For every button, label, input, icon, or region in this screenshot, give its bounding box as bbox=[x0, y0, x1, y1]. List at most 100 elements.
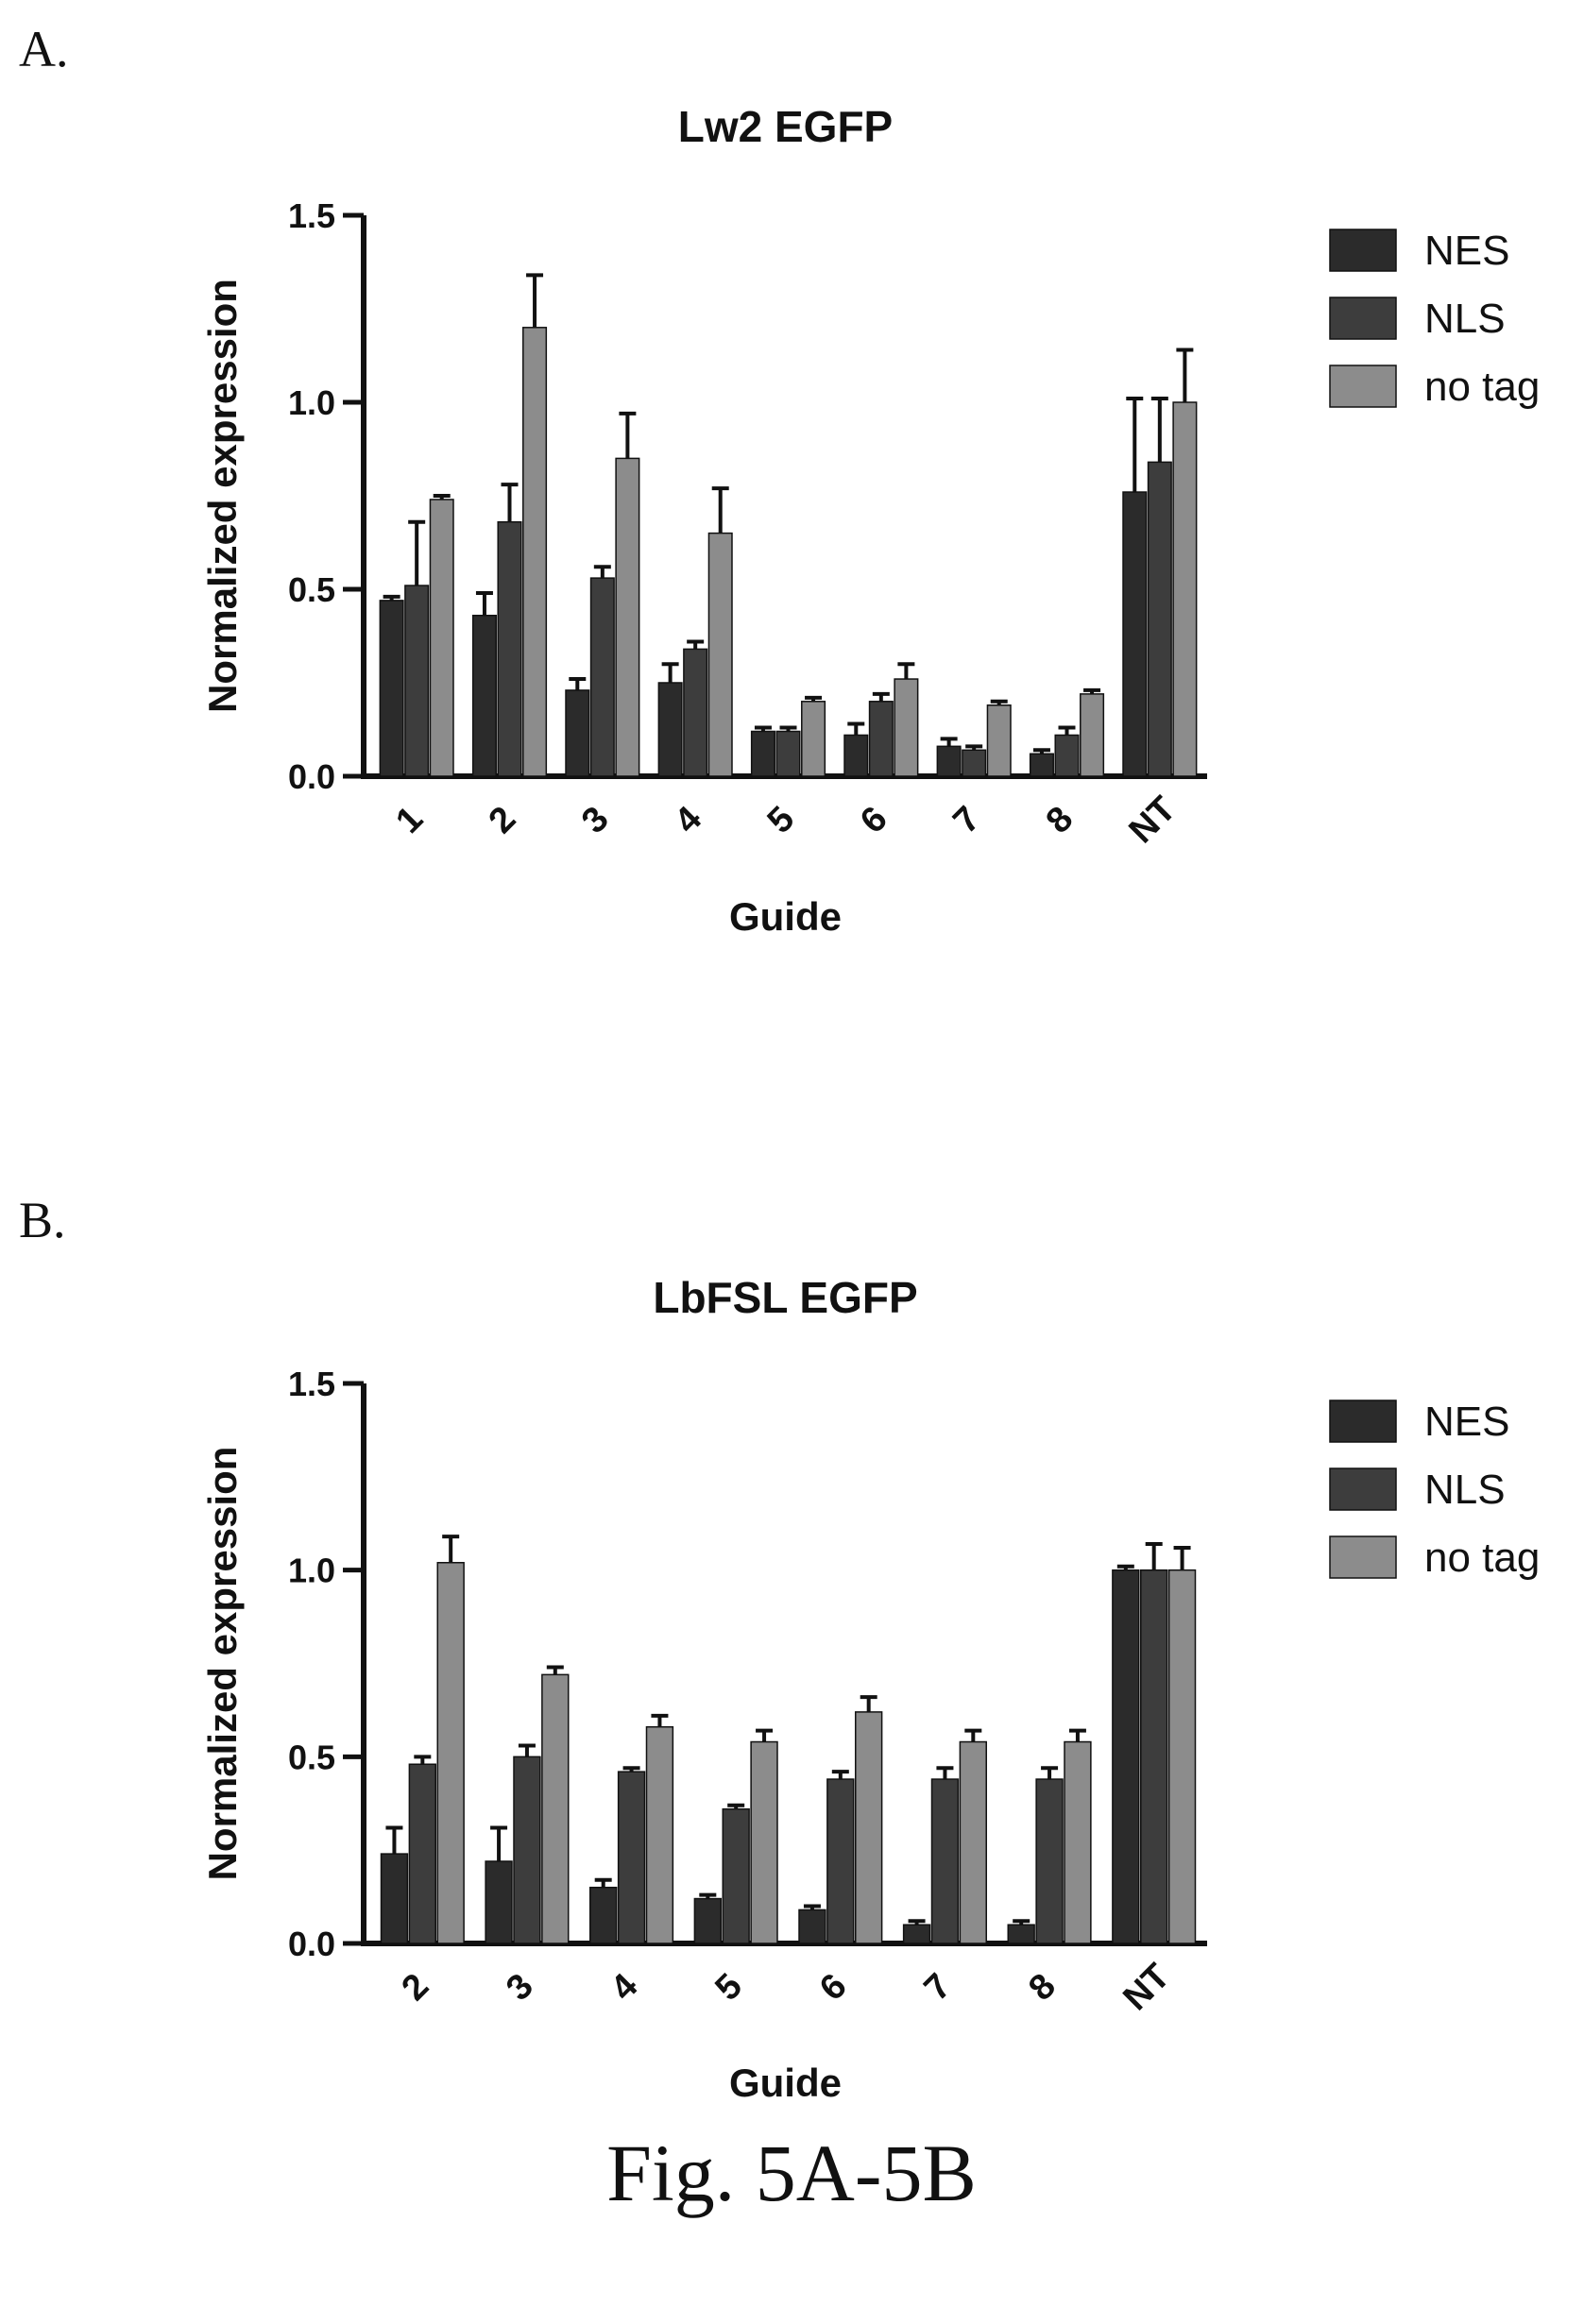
x-tick-label: 8 bbox=[1039, 799, 1082, 841]
bar-no-tag bbox=[986, 704, 1012, 777]
bar-nls bbox=[513, 1756, 541, 1944]
chart-title: Lw2 EGFP bbox=[678, 102, 893, 151]
legend-label: NES bbox=[1424, 1399, 1509, 1445]
y-axis-label: Normalized expression bbox=[200, 1447, 245, 1881]
bar-nls bbox=[962, 749, 987, 777]
bar-nls bbox=[775, 730, 801, 777]
bar-no-tag bbox=[959, 1740, 987, 1944]
bar-no-tag bbox=[1172, 401, 1198, 777]
legend-swatch bbox=[1329, 1399, 1397, 1443]
legend-label: NES bbox=[1424, 228, 1509, 274]
panel-letter: A. bbox=[19, 21, 69, 77]
x-tick-label: 7 bbox=[945, 799, 988, 841]
bar-nls bbox=[868, 701, 894, 777]
bar-nls bbox=[617, 1771, 646, 1944]
x-tick-label: 7 bbox=[917, 1966, 960, 2009]
legend-swatch bbox=[1329, 229, 1397, 272]
bar-no-tag bbox=[645, 1725, 674, 1944]
figure-caption: Fig. 5A-5B bbox=[606, 2128, 977, 2218]
legend-label: no tag bbox=[1424, 364, 1540, 410]
bar-no-tag bbox=[894, 678, 919, 777]
bar-nls bbox=[1147, 461, 1172, 777]
x-tick-label: NT bbox=[1116, 1957, 1178, 2019]
legend-swatch bbox=[1329, 1535, 1397, 1579]
bar-nls bbox=[826, 1778, 855, 1944]
bar-nls bbox=[589, 577, 615, 777]
bar-nes bbox=[936, 745, 962, 777]
x-tick-label: 3 bbox=[574, 799, 617, 841]
bar-no-tag bbox=[707, 532, 733, 777]
bar-nes bbox=[379, 600, 404, 777]
legend-label: no tag bbox=[1424, 1535, 1540, 1581]
x-tick-label: 4 bbox=[667, 799, 709, 841]
bar-nes bbox=[485, 1860, 513, 1944]
y-tick-label: 0.0 bbox=[288, 757, 335, 796]
chart-panel-a: A. Lw2 EGFP 0.0 0.5 1.0 1.5 Normalized express… bbox=[19, 21, 1540, 939]
bar-no-tag bbox=[1167, 1569, 1197, 1944]
bar-no-tag bbox=[541, 1673, 570, 1944]
x-axis-label: Guide bbox=[729, 894, 842, 939]
bar-no-tag bbox=[436, 1562, 465, 1944]
legend-label: NLS bbox=[1424, 296, 1506, 342]
bar-nls bbox=[722, 1807, 750, 1944]
legend-swatch bbox=[1329, 1467, 1397, 1511]
bar-nls bbox=[408, 1763, 436, 1944]
y-tick-label: 1.0 bbox=[288, 383, 335, 422]
bar-nes bbox=[1029, 753, 1054, 777]
x-tick-label: 8 bbox=[1021, 1966, 1064, 2009]
y-tick-label: 0.5 bbox=[288, 1738, 335, 1776]
bar-nes bbox=[843, 734, 869, 777]
y-tick-label: 1.0 bbox=[288, 1552, 335, 1590]
x-tick-label: 5 bbox=[707, 1966, 750, 2009]
bar-nes bbox=[1112, 1569, 1140, 1944]
bar-no-tag bbox=[854, 1711, 883, 1944]
bar-nes bbox=[1122, 491, 1148, 777]
bar-nls bbox=[1035, 1778, 1064, 1944]
bar-nes bbox=[589, 1886, 618, 1944]
x-tick-label: 6 bbox=[853, 799, 895, 841]
x-tick-label: 1 bbox=[388, 799, 431, 841]
y-tick-label: 1.5 bbox=[288, 1365, 335, 1403]
bar-no-tag bbox=[1064, 1740, 1092, 1944]
bar-nls bbox=[404, 585, 430, 777]
y-tick-label: 0.0 bbox=[288, 1925, 335, 1963]
x-tick-label: 2 bbox=[482, 799, 524, 841]
legend-label: NLS bbox=[1424, 1467, 1506, 1513]
chart-title: LbFSL EGFP bbox=[653, 1273, 917, 1322]
bar-nes bbox=[657, 682, 683, 777]
x-tick-label: 3 bbox=[499, 1966, 541, 2009]
x-tick-label: 5 bbox=[760, 799, 803, 841]
bar-no-tag bbox=[801, 701, 826, 777]
bar-nes bbox=[693, 1897, 723, 1944]
x-tick-label: 6 bbox=[812, 1966, 855, 2009]
bar-no-tag bbox=[615, 457, 640, 777]
bar-nes bbox=[471, 614, 497, 777]
x-tick-label: 2 bbox=[395, 1966, 437, 2009]
y-axis-label: Normalized expression bbox=[200, 279, 245, 713]
bar-nls bbox=[1140, 1569, 1168, 1944]
x-tick-label: 4 bbox=[604, 1966, 646, 2009]
chart-panel-b: B. LbFSL EGFP 0.0 0.5 1.0 1.5 Normalized expre… bbox=[19, 1192, 1540, 2105]
bar-nes bbox=[380, 1853, 409, 1944]
bar-nes bbox=[798, 1908, 826, 1944]
bar-nls bbox=[1054, 734, 1080, 777]
bar-no-tag bbox=[750, 1740, 778, 1944]
x-axis-label: Guide bbox=[729, 2061, 842, 2105]
y-tick-label: 0.5 bbox=[288, 570, 335, 609]
bar-nes bbox=[902, 1924, 931, 1944]
bar-nes bbox=[565, 689, 590, 777]
panel-letter: B. bbox=[19, 1192, 66, 1248]
bar-nls bbox=[497, 520, 522, 777]
bar-nes bbox=[750, 730, 775, 777]
x-tick-label: NT bbox=[1122, 789, 1184, 852]
bar-no-tag bbox=[1080, 693, 1105, 777]
bar-nls bbox=[683, 648, 708, 777]
legend-swatch bbox=[1329, 297, 1397, 340]
bar-no-tag bbox=[522, 327, 548, 777]
y-tick-label: 1.5 bbox=[288, 196, 335, 235]
legend-swatch bbox=[1329, 365, 1397, 408]
bar-nes bbox=[1007, 1924, 1035, 1944]
bar-no-tag bbox=[429, 499, 454, 777]
bar-nls bbox=[930, 1778, 960, 1944]
